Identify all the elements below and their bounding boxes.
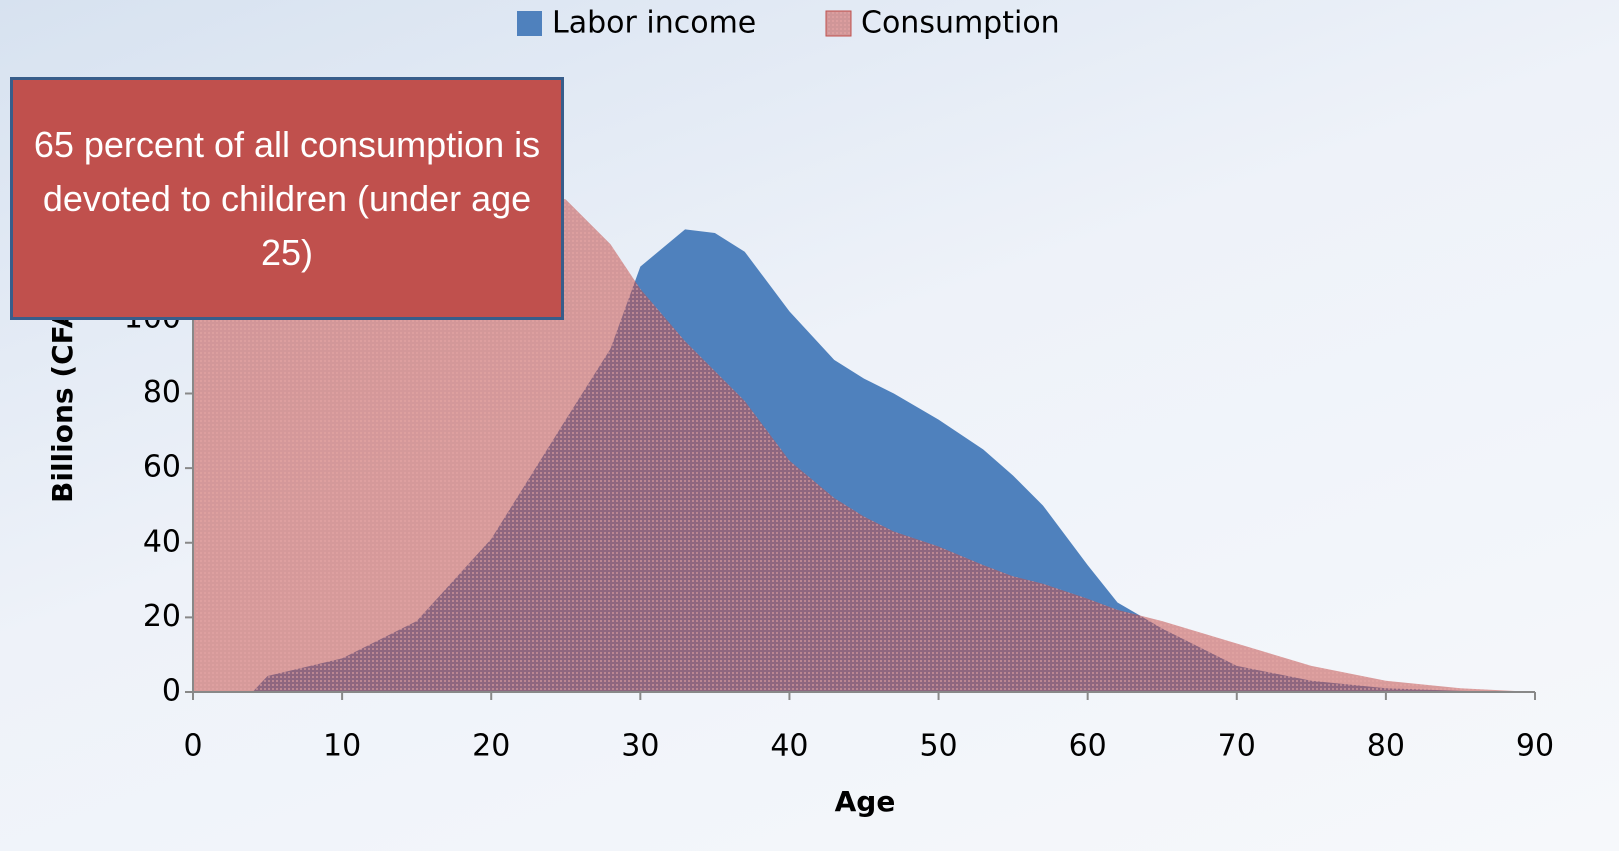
y-tick-label: 0 (162, 674, 181, 709)
y-tick-label: 20 (143, 599, 181, 634)
x-tick-label: 40 (770, 729, 808, 764)
y-tick-label: 80 (143, 375, 181, 410)
x-tick-label: 0 (183, 729, 202, 764)
legend-label: Consumption (861, 6, 1060, 41)
x-tick-label: 70 (1218, 729, 1256, 764)
annotation: 65 percent of all consumption is devoted… (10, 77, 564, 320)
x-tick-label: 80 (1367, 729, 1405, 764)
x-tick-label: 60 (1069, 729, 1107, 764)
x-tick-label: 20 (472, 729, 510, 764)
y-tick-label: 60 (143, 450, 181, 485)
legend-label: Labor income (552, 6, 756, 41)
x-tick-label: 50 (919, 729, 957, 764)
y-tick-label: 40 (143, 524, 181, 559)
legend-swatch (825, 10, 852, 37)
x-tick-label: 90 (1516, 729, 1554, 764)
legend-swatch (517, 11, 542, 36)
x-tick-label: 10 (323, 729, 361, 764)
x-tick-label: 30 (621, 729, 659, 764)
x-axis-label: Age (835, 785, 896, 818)
